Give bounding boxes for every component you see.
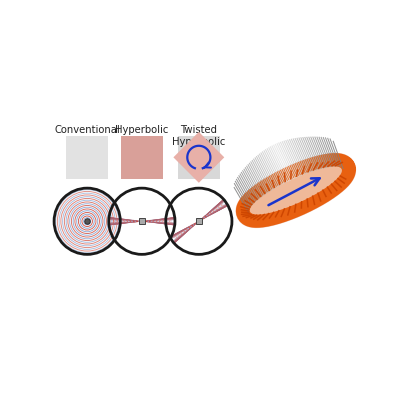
Text: Conventional: Conventional xyxy=(54,125,120,135)
Circle shape xyxy=(166,188,232,254)
Polygon shape xyxy=(173,132,224,183)
Polygon shape xyxy=(250,166,342,214)
Polygon shape xyxy=(121,136,163,178)
Polygon shape xyxy=(178,136,220,178)
Circle shape xyxy=(54,188,120,254)
Text: Hyperbolic: Hyperbolic xyxy=(115,125,168,135)
Circle shape xyxy=(109,188,175,254)
Text: Twisted
Hyperbolic: Twisted Hyperbolic xyxy=(172,125,226,146)
Polygon shape xyxy=(66,136,108,178)
